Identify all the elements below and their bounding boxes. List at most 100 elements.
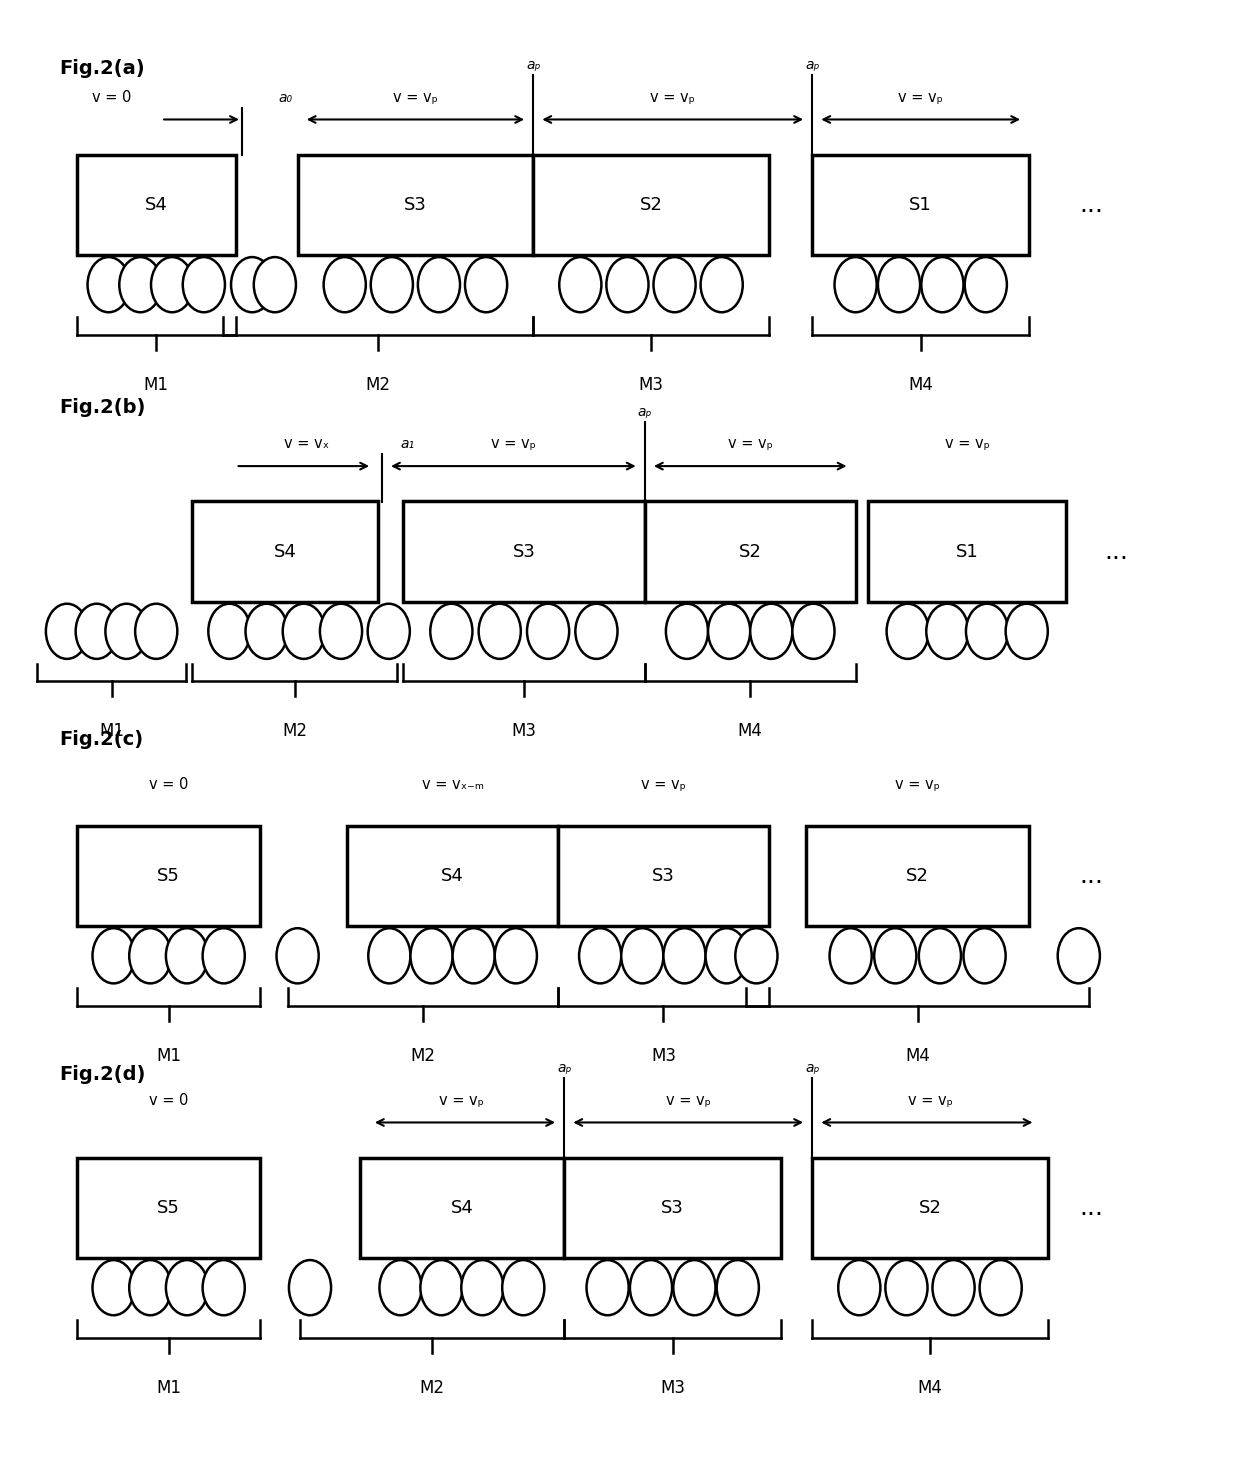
Bar xyxy=(533,155,769,255)
Text: Fig.2(a): Fig.2(a) xyxy=(60,59,145,78)
Text: v = 0: v = 0 xyxy=(92,90,131,105)
Text: ...: ... xyxy=(1104,540,1128,563)
Bar xyxy=(298,155,533,255)
Ellipse shape xyxy=(453,928,495,984)
Ellipse shape xyxy=(208,603,250,659)
Ellipse shape xyxy=(166,928,208,984)
Text: v = 0: v = 0 xyxy=(149,777,188,792)
Ellipse shape xyxy=(202,1260,244,1316)
Ellipse shape xyxy=(666,603,708,659)
Ellipse shape xyxy=(980,1260,1022,1316)
Text: S4: S4 xyxy=(145,196,167,214)
Text: v = vₚ: v = vₚ xyxy=(945,437,990,451)
Ellipse shape xyxy=(246,603,288,659)
Ellipse shape xyxy=(93,928,135,984)
Text: aₚ: aₚ xyxy=(805,1062,820,1075)
Text: aₚ: aₚ xyxy=(557,1062,572,1075)
Ellipse shape xyxy=(792,603,835,659)
Text: M3: M3 xyxy=(511,723,537,740)
Ellipse shape xyxy=(673,1260,715,1316)
Text: v = vₚ: v = vₚ xyxy=(393,90,438,105)
Text: S4: S4 xyxy=(441,867,464,885)
Text: S4: S4 xyxy=(450,1199,474,1217)
Bar xyxy=(645,502,856,602)
Ellipse shape xyxy=(135,603,177,659)
Text: v = vₚ: v = vₚ xyxy=(908,1093,952,1108)
Text: v = vₓ₋ₘ: v = vₓ₋ₘ xyxy=(422,777,484,792)
Bar xyxy=(812,1158,1048,1258)
Ellipse shape xyxy=(202,928,244,984)
Ellipse shape xyxy=(1006,603,1048,659)
Ellipse shape xyxy=(838,1260,880,1316)
Ellipse shape xyxy=(701,257,743,313)
Ellipse shape xyxy=(182,257,224,313)
Bar xyxy=(360,1158,564,1258)
Ellipse shape xyxy=(575,603,618,659)
Text: M3: M3 xyxy=(639,376,663,394)
Ellipse shape xyxy=(283,603,325,659)
Text: ...: ... xyxy=(1079,1196,1104,1220)
Text: S5: S5 xyxy=(157,867,180,885)
Bar xyxy=(77,826,260,926)
Ellipse shape xyxy=(105,603,148,659)
Text: v = vₚ: v = vₚ xyxy=(898,90,944,105)
Text: M2: M2 xyxy=(410,1047,435,1065)
Text: M2: M2 xyxy=(419,1379,445,1397)
Ellipse shape xyxy=(289,1260,331,1316)
Ellipse shape xyxy=(254,257,296,313)
Text: M3: M3 xyxy=(651,1047,676,1065)
Ellipse shape xyxy=(965,257,1007,313)
Bar xyxy=(77,155,236,255)
Ellipse shape xyxy=(430,603,472,659)
Ellipse shape xyxy=(129,1260,171,1316)
Ellipse shape xyxy=(151,257,193,313)
Ellipse shape xyxy=(830,928,872,984)
Text: S1: S1 xyxy=(909,196,932,214)
Ellipse shape xyxy=(587,1260,629,1316)
Text: M4: M4 xyxy=(908,376,934,394)
Bar xyxy=(77,1158,260,1258)
Ellipse shape xyxy=(885,1260,928,1316)
Ellipse shape xyxy=(663,928,706,984)
Ellipse shape xyxy=(368,928,410,984)
Ellipse shape xyxy=(706,928,748,984)
Ellipse shape xyxy=(324,257,366,313)
Ellipse shape xyxy=(630,1260,672,1316)
Text: v = vₓ: v = vₓ xyxy=(284,437,330,451)
Ellipse shape xyxy=(926,603,968,659)
Ellipse shape xyxy=(495,928,537,984)
Ellipse shape xyxy=(479,603,521,659)
Text: v = vₚ: v = vₚ xyxy=(728,437,773,451)
Text: a₀: a₀ xyxy=(278,91,293,105)
Text: v = vₚ: v = vₚ xyxy=(895,777,940,792)
Ellipse shape xyxy=(887,603,929,659)
Text: S2: S2 xyxy=(640,196,662,214)
Bar xyxy=(812,155,1029,255)
Bar xyxy=(192,502,378,602)
Ellipse shape xyxy=(579,928,621,984)
Text: Fig.2(c): Fig.2(c) xyxy=(60,730,144,749)
Bar xyxy=(806,826,1029,926)
Text: S1: S1 xyxy=(956,543,978,560)
Text: v = vₚ: v = vₚ xyxy=(439,1093,485,1108)
Ellipse shape xyxy=(919,928,961,984)
Ellipse shape xyxy=(621,928,663,984)
Text: S2: S2 xyxy=(906,867,929,885)
Ellipse shape xyxy=(379,1260,422,1316)
Ellipse shape xyxy=(750,603,792,659)
Text: M4: M4 xyxy=(918,1379,942,1397)
Bar xyxy=(347,826,558,926)
Ellipse shape xyxy=(878,257,920,313)
Ellipse shape xyxy=(166,1260,208,1316)
Text: a₁: a₁ xyxy=(401,438,414,451)
Ellipse shape xyxy=(835,257,877,313)
Bar xyxy=(403,502,645,602)
Text: ...: ... xyxy=(1079,193,1104,217)
Ellipse shape xyxy=(963,928,1006,984)
Ellipse shape xyxy=(559,257,601,313)
Ellipse shape xyxy=(410,928,453,984)
Text: S4: S4 xyxy=(274,543,296,560)
Ellipse shape xyxy=(1058,928,1100,984)
Ellipse shape xyxy=(371,257,413,313)
Ellipse shape xyxy=(277,928,319,984)
